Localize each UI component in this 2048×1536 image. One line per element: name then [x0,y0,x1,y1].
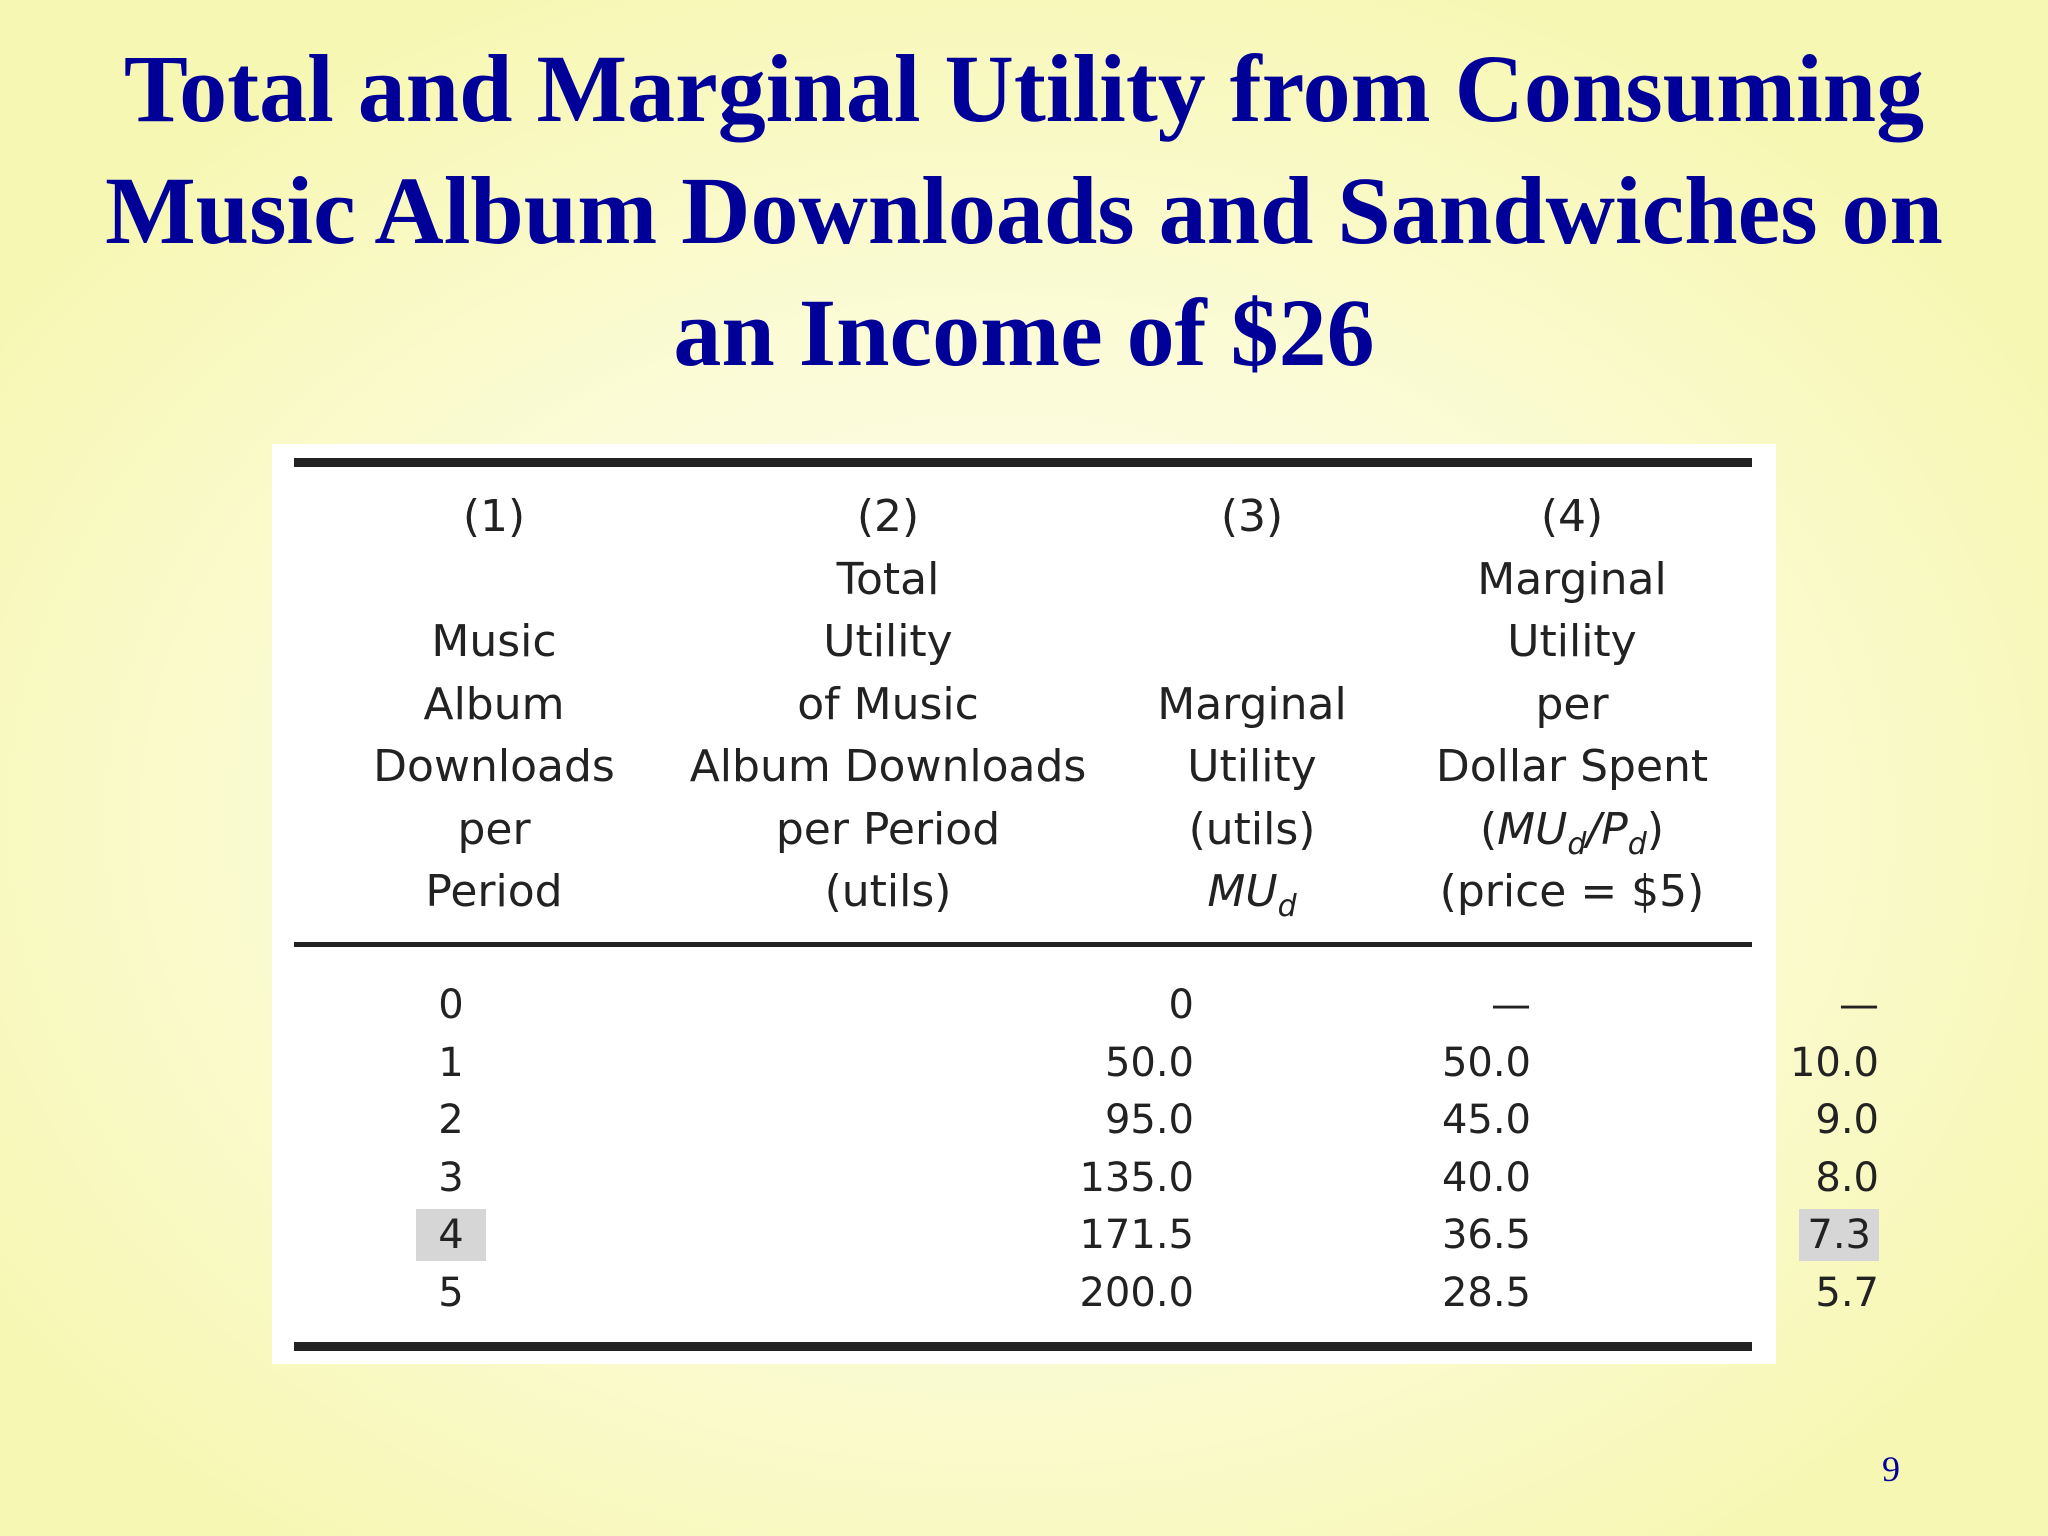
column-header-line: Total [836,553,940,605]
total-utility-cell: 200.0 [1079,1269,1194,1316]
marginal-utility-cell: 36.5 [1441,1212,1531,1258]
column-header-line: of Music [797,678,979,730]
column-header-line: Utility [1507,616,1637,667]
slide-title: Total and Marginal Utility from Consumin… [0,28,2048,394]
marginal-utility-cell: 28.5 [1441,1269,1531,1316]
downloads-cell-highlighted: 4 [416,1209,486,1261]
column-header-line [304,549,684,612]
mu-symbol-main: MU [1207,866,1278,917]
column-header-3: (3) Marginal Utility (utils) MUd [1072,486,1432,924]
column-header-line: Utility [1187,741,1317,792]
column-header-line: Period [425,866,563,917]
column-header-line: Marginal [1157,678,1347,730]
downloads-cell: 5 [438,1269,464,1316]
formula-denominator: P [1601,803,1628,855]
column-number: (1) [462,491,526,542]
total-utility-cell: 171.5 [1079,1212,1194,1258]
mu-per-dollar-cell: — [1839,982,1879,1028]
marginal-utility-cell: 45.0 [1441,1097,1531,1143]
column-header-line: per [457,803,531,855]
column-header-4: (4) Marginal Utility per Dollar Spent (M… [1382,486,1762,924]
table-bottom-rule [294,1342,1752,1351]
formula-numerator-subscript: d [1567,826,1587,862]
price-note: (price = $5) [1439,866,1705,917]
total-utility-cell: 50.0 [1104,1039,1194,1086]
page-number: 9 [1882,1449,1900,1489]
downloads-cell: 3 [438,1154,464,1201]
column-header-2: (2) Total Utility of Music Album Downloa… [648,486,1128,924]
downloads-cell: 0 [438,982,464,1028]
column-header-line: (utils) [824,866,952,917]
mu-per-dollar-cell: 10.0 [1789,1039,1879,1086]
total-utility-cell: 135.0 [1079,1154,1194,1201]
slide-title-line-3: an Income of $26 [673,279,1375,386]
mu-symbol: MUd [1072,861,1432,924]
column-header-line: (utils) [1188,803,1316,855]
marginal-utility-cell: 50.0 [1441,1039,1531,1086]
table-body: 0 0 — — 1 50.0 50.0 10.0 2 95.0 45.0 9.0… [272,979,1879,1325]
formula-close: ) [1646,803,1664,855]
mu-per-dollar-cell: 8.0 [1815,1154,1879,1201]
formula-numerator: MU [1497,803,1568,855]
column-number: (2) [856,491,920,542]
mu-per-price-formula: (MUd/Pd) [1382,799,1762,862]
mu-per-dollar-cell-highlighted: 7.3 [1799,1209,1879,1261]
marginal-utility-cell: 40.0 [1441,1154,1531,1201]
downloads-cell: 1 [438,1039,464,1086]
mu-symbol-subscript: d [1277,889,1297,924]
formula-denominator-subscript: d [1627,826,1647,862]
column-header-line [1072,549,1432,612]
table-row-highlighted: 4 171.5 36.5 7.3 [272,1209,1879,1267]
column-header-line: Album [423,678,565,730]
column-header-1: (1) Music Album Downloads per Period [304,486,684,924]
column-header-line: Downloads [373,741,615,792]
column-header-line: Music [431,616,557,667]
column-header-line: per Period [775,803,1001,855]
total-utility-cell: 95.0 [1104,1097,1194,1143]
table-row: 5 200.0 28.5 5.7 [272,1267,1879,1325]
table-top-rule [294,458,1752,467]
column-header-line: Dollar Spent [1435,741,1709,792]
column-number: (3) [1220,491,1284,542]
table-row: 3 135.0 40.0 8.0 [272,1152,1879,1210]
slide-title-line-1: Total and Marginal Utility from Consumin… [123,35,1925,142]
mu-per-dollar-cell: 9.0 [1815,1097,1879,1143]
formula-slash: / [1586,803,1602,855]
column-header-line: per [1535,678,1609,730]
table-row: 1 50.0 50.0 10.0 [272,1037,1879,1095]
column-header-line [1072,611,1432,674]
formula-open: ( [1480,803,1498,855]
table-row: 0 0 — — [272,979,1879,1037]
utility-table: (1) Music Album Downloads per Period (2)… [272,444,1879,1364]
column-header-line: Album Downloads [689,741,1087,792]
downloads-cell: 2 [438,1097,464,1143]
mu-per-dollar-cell: 5.7 [1815,1269,1879,1316]
column-header-line: Utility [823,616,953,667]
column-header-line: Marginal [1477,553,1667,605]
table-row: 2 95.0 45.0 9.0 [272,1094,1879,1152]
marginal-utility-cell: — [1491,982,1531,1028]
slide-title-line-2: Music Album Downloads and Sandwiches on [105,157,1943,264]
total-utility-cell: 0 [1168,982,1194,1028]
column-number: (4) [1540,491,1604,542]
header-divider-rule [294,942,1752,947]
